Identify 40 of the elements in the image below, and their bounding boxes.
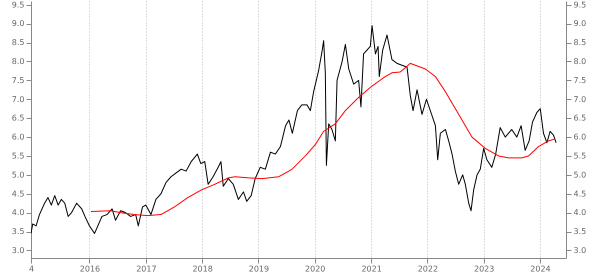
x-tick-label: 2023 <box>474 264 494 273</box>
x-tick-label: 2020 <box>305 264 326 273</box>
y-tick-label: 5.0 <box>12 170 24 180</box>
y-tick-label: 9.5 <box>12 0 24 10</box>
x-tick-label: 2017 <box>136 264 157 273</box>
y2-tick-label: 7.5 <box>574 76 586 85</box>
y2-tick-label: 7.0 <box>574 94 586 104</box>
y2-tick-label: 9.0 <box>574 19 586 28</box>
y-tick-label: 4.0 <box>12 208 24 218</box>
y2-tick-label: 5.5 <box>574 151 586 160</box>
y-tick-label: 3.5 <box>12 227 24 236</box>
y-tick-label: 9.0 <box>12 19 24 28</box>
y2-tick-label: 6.0 <box>574 132 586 142</box>
x-tick-label: 2016 <box>80 264 100 273</box>
y2-tick-label: 5.0 <box>574 170 586 180</box>
line-series <box>90 62 556 216</box>
y-tick-label: 3.0 <box>12 246 24 255</box>
y-tick-label: 6.5 <box>12 114 24 123</box>
y-tick-label: 4.5 <box>12 189 24 198</box>
y-tick-label: 5.5 <box>12 151 24 160</box>
y-tick-label: 7.0 <box>12 94 24 104</box>
y2-tick-label: 4.5 <box>574 189 586 198</box>
y-tick-label: 8.5 <box>12 38 24 48</box>
x-tick-label: 4 <box>28 264 34 273</box>
x-tick-label: 2019 <box>248 264 270 273</box>
y2-tick-label: 6.5 <box>574 114 586 123</box>
x-tick-label: 2018 <box>192 264 213 273</box>
x-tick-label: 2024 <box>530 264 551 273</box>
y2-tick-label: 8.0 <box>574 56 586 66</box>
y2-tick-label: 8.5 <box>574 38 586 48</box>
x-tick-label: 2021 <box>361 264 382 273</box>
y2-tick-label: 4.0 <box>574 208 586 218</box>
y2-tick-label: 9.5 <box>574 0 586 10</box>
y2-tick-label: 3.5 <box>574 227 586 236</box>
y-tick-label: 8.0 <box>12 56 24 66</box>
y-tick-label: 7.5 <box>12 76 24 85</box>
x-tick-label: 2022 <box>418 264 438 273</box>
y2-tick-label: 3.0 <box>574 246 586 255</box>
line-series <box>31 25 557 234</box>
y-tick-label: 6.0 <box>12 132 24 142</box>
